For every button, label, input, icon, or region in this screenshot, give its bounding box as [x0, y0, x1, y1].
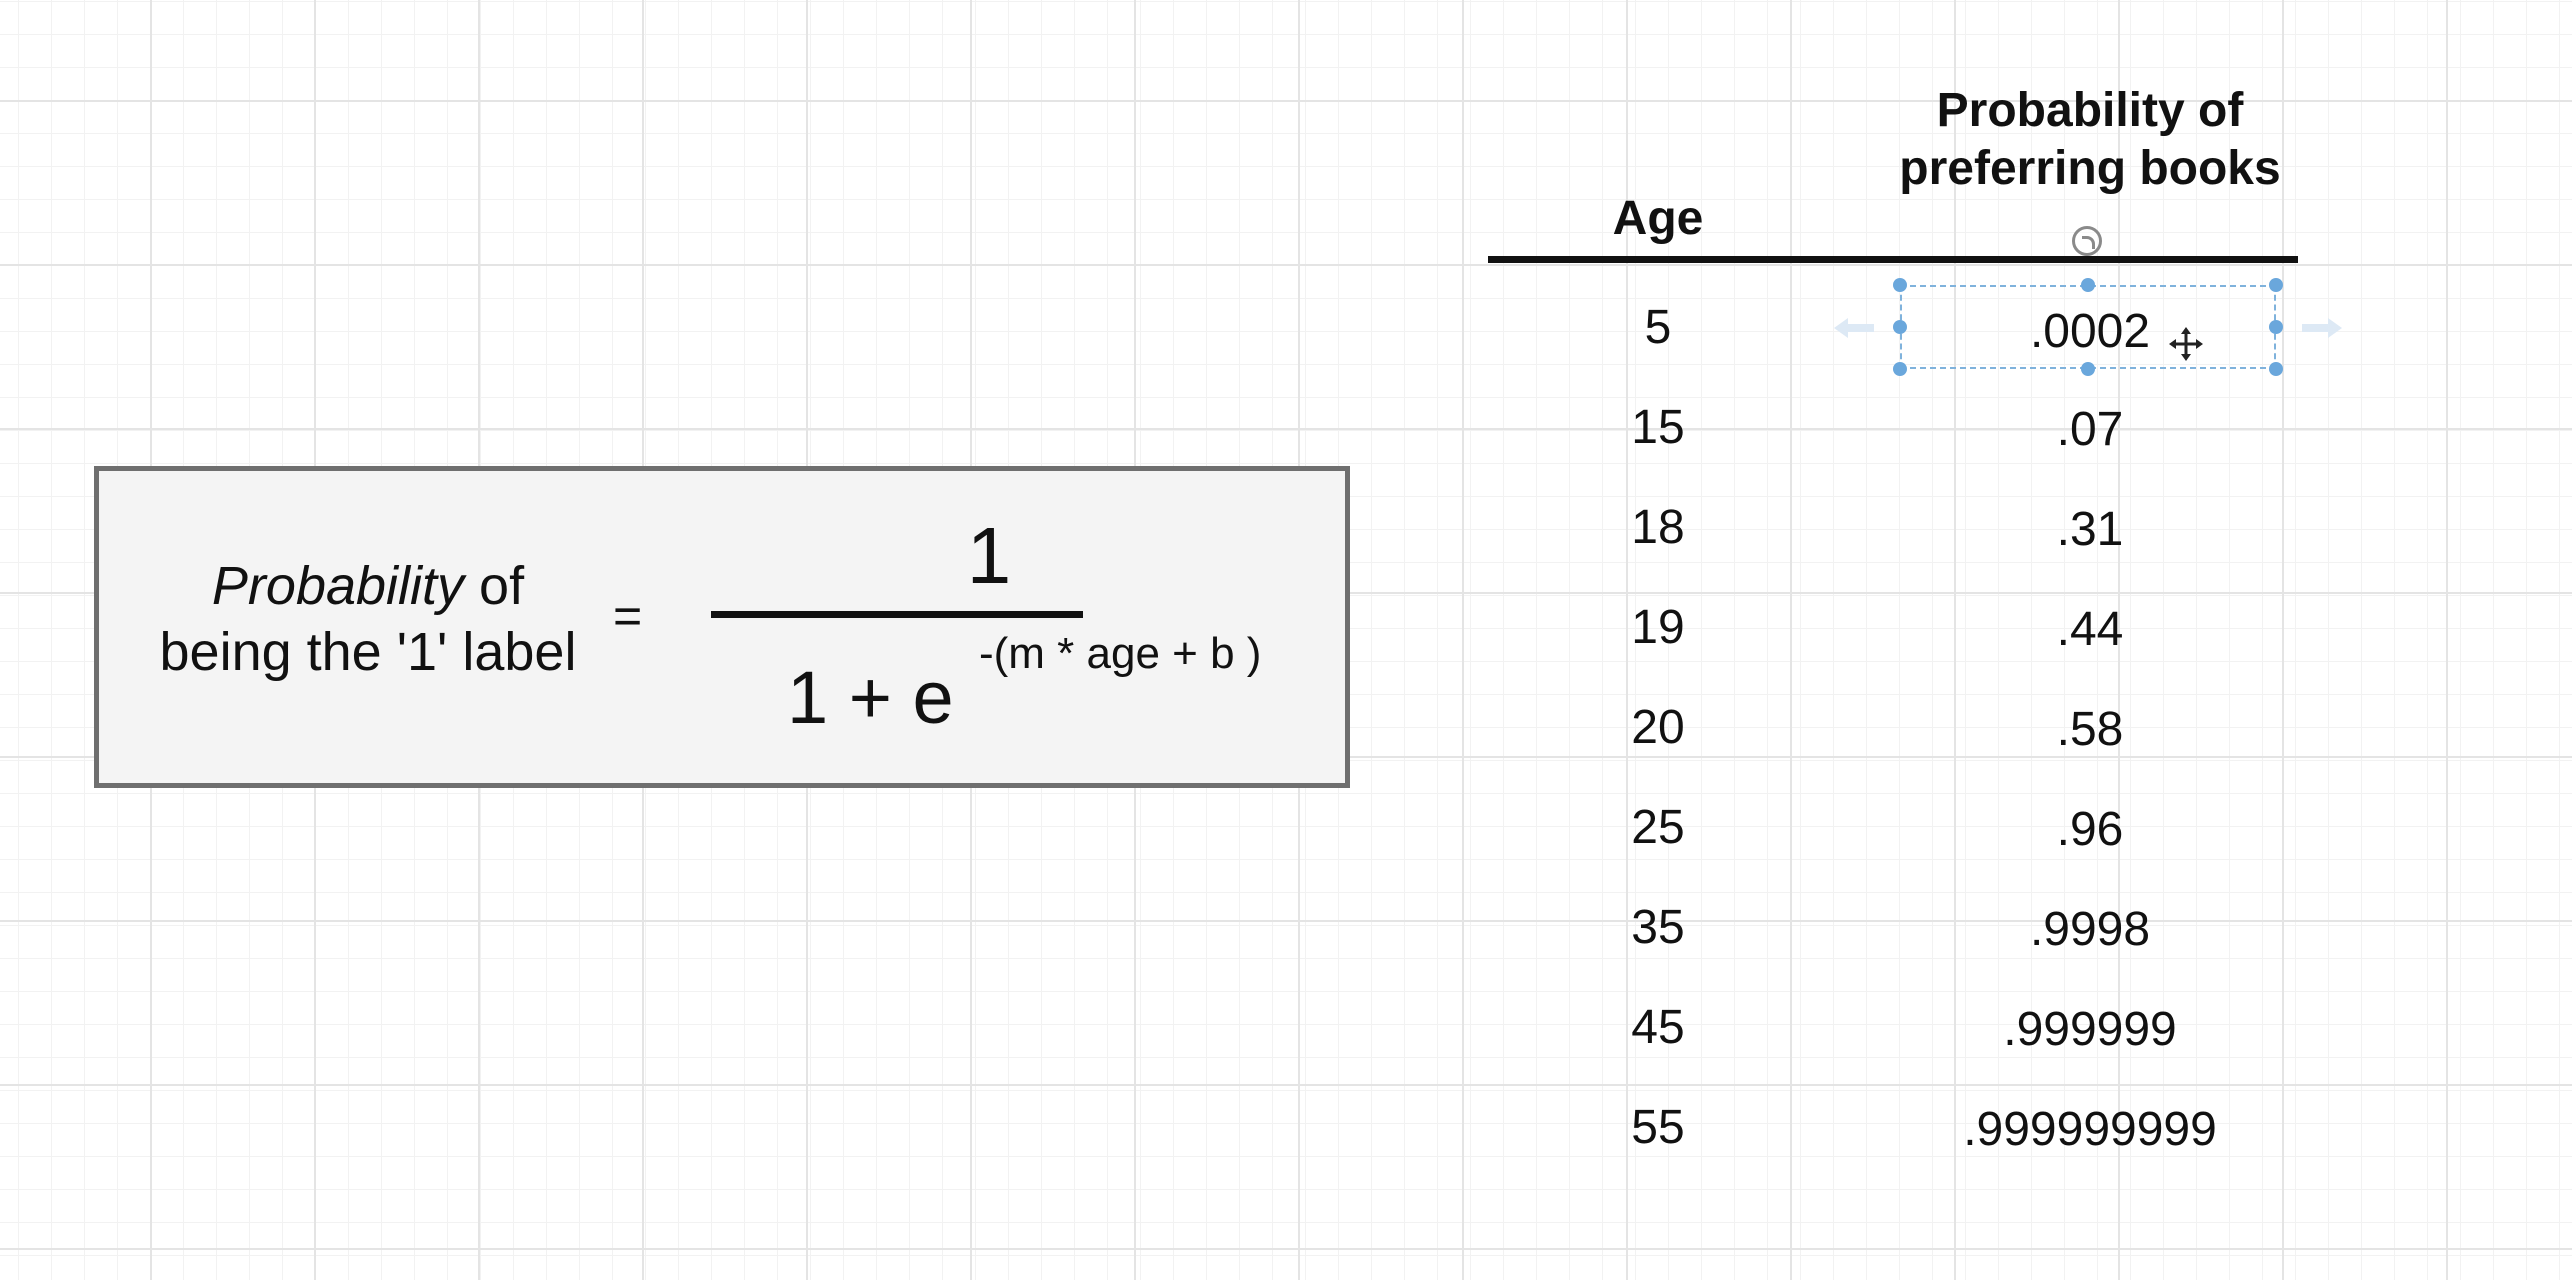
connect-arrow-right-icon[interactable] [2302, 318, 2342, 338]
table-cell-age[interactable]: 15 [1631, 401, 1685, 454]
resize-handle-bottom[interactable] [2081, 362, 2095, 376]
table-cell-age[interactable]: 35 [1631, 901, 1685, 954]
table-cell-age[interactable]: 19 [1631, 601, 1685, 654]
resize-handle-bottom-left[interactable] [1893, 362, 1907, 376]
resize-handle-left[interactable] [1893, 320, 1907, 334]
rotate-handle-icon[interactable] [2072, 226, 2102, 256]
table-cell-probability[interactable]: .999999 [2003, 1003, 2177, 1056]
table-cell-age[interactable]: 55 [1631, 1101, 1685, 1154]
table-cell-probability[interactable]: .58 [2056, 703, 2124, 756]
formula-fraction-bar [711, 611, 1083, 618]
table-cell-age[interactable]: 5 [1644, 301, 1672, 354]
table-cell-age[interactable]: 45 [1631, 1001, 1685, 1054]
connect-arrow-left-icon[interactable] [1834, 318, 1874, 338]
formula-lhs-line2: being the '1' label [159, 622, 577, 682]
table-cell-probability[interactable]: .07 [2056, 403, 2124, 456]
table-cell-probability[interactable]: .9998 [2029, 903, 2151, 956]
formula-lhs-line1: Probability of [153, 553, 583, 619]
selection-box[interactable] [1900, 285, 2276, 369]
table-header-divider [1488, 256, 2298, 263]
table-cell-probability[interactable]: .31 [2056, 503, 2124, 556]
table-header-age[interactable]: Age [1612, 192, 1704, 245]
resize-handle-top[interactable] [2081, 278, 2095, 292]
formula-lhs: Probability of being the '1' label [153, 553, 583, 685]
table-cell-age[interactable]: 18 [1631, 501, 1685, 554]
formula-denominator: 1 + e [787, 656, 954, 739]
formula-exponent: -(m * age + b ) [979, 629, 1262, 678]
table-cell-probability-selected[interactable]: .0002 [2029, 305, 2151, 358]
formula-equals-sign: = [613, 588, 643, 644]
table-cell-probability[interactable]: .999999999 [1963, 1103, 2217, 1156]
formula-lhs-emphasis: Probability [211, 556, 465, 616]
table-header-probability[interactable]: Probability of preferring books [1899, 84, 2281, 195]
resize-handle-top-right[interactable] [2269, 278, 2283, 292]
resize-handle-top-left[interactable] [1893, 278, 1907, 292]
table-cell-age[interactable]: 20 [1631, 701, 1685, 754]
formula-box[interactable]: Probability of being the '1' label = 1 1… [94, 466, 1350, 788]
move-cursor-icon [2169, 327, 2203, 361]
resize-handle-right[interactable] [2269, 320, 2283, 334]
formula-numerator: 1 [966, 511, 1012, 600]
formula-lhs-rest: of [464, 556, 525, 616]
resize-handle-bottom-right[interactable] [2269, 362, 2283, 376]
table-cell-age[interactable]: 25 [1631, 801, 1685, 854]
table-cell-probability[interactable]: .96 [2056, 803, 2124, 856]
table-cell-probability[interactable]: .44 [2056, 603, 2124, 656]
